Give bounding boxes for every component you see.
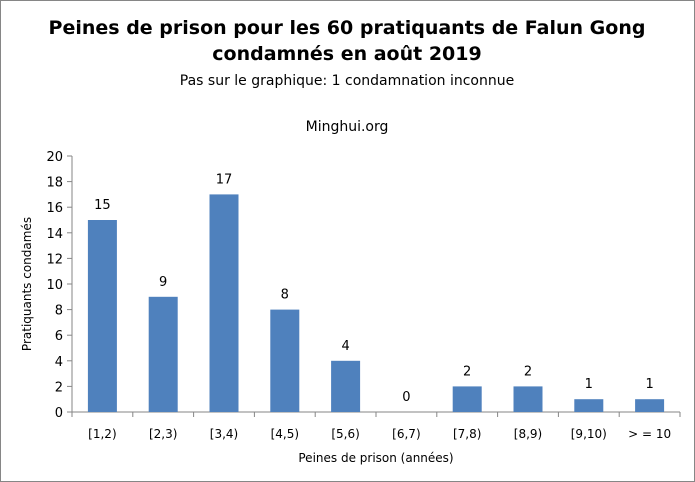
chart-source: Minghui.org (306, 119, 389, 135)
chart-title-line-1: Peines de prison pour les 60 pratiquants… (49, 17, 646, 39)
bar (513, 386, 543, 412)
bar (148, 296, 178, 412)
x-tick-label: [9,10) (571, 427, 607, 441)
x-tick-label: [8,9) (514, 427, 542, 441)
y-tick-label: 2 (55, 380, 63, 395)
bar (635, 399, 665, 412)
data-label: 2 (463, 364, 471, 379)
data-label: 17 (216, 172, 233, 187)
y-tick-label: 8 (55, 304, 63, 319)
x-tick-label: > = 10 (628, 427, 671, 441)
x-tick-label: [6,7) (392, 427, 420, 441)
x-tick-label: [4,5) (271, 427, 299, 441)
chart-subtitle: Pas sur le graphique: 1 condamnation inc… (180, 73, 514, 89)
data-label: 1 (645, 377, 653, 392)
bar (209, 194, 239, 412)
y-axis-label: Pratiquants condamés (20, 217, 34, 351)
x-axis-label: Peines de prison (années) (298, 451, 453, 465)
chart-title-line-2: condamnés en août 2019 (212, 43, 481, 65)
data-label: 15 (94, 198, 111, 213)
data-label: 4 (341, 339, 349, 354)
data-label: 1 (585, 377, 593, 392)
bar (574, 399, 604, 412)
x-tick-label: [3,4) (210, 427, 238, 441)
x-tick-label: [5,6) (331, 427, 359, 441)
data-label: 0 (402, 390, 410, 405)
data-label: 9 (159, 275, 167, 290)
y-tick-label: 4 (55, 355, 63, 370)
y-tick-label: 10 (46, 278, 63, 293)
bar (331, 360, 361, 412)
y-tick-label: 20 (46, 150, 63, 165)
bar (270, 309, 300, 412)
bar (452, 386, 482, 412)
x-tick-label: [7,8) (453, 427, 481, 441)
y-tick-label: 18 (46, 176, 63, 191)
y-tick-label: 6 (55, 329, 63, 344)
y-tick-label: 12 (46, 252, 63, 267)
y-tick-label: 14 (46, 227, 63, 242)
x-tick-label: [1,2) (88, 427, 116, 441)
data-label: 2 (524, 364, 532, 379)
y-tick-label: 0 (55, 406, 63, 421)
x-tick-label: [2,3) (149, 427, 177, 441)
y-tick-label: 16 (46, 201, 63, 216)
bar (87, 220, 117, 412)
data-label: 8 (281, 288, 289, 303)
